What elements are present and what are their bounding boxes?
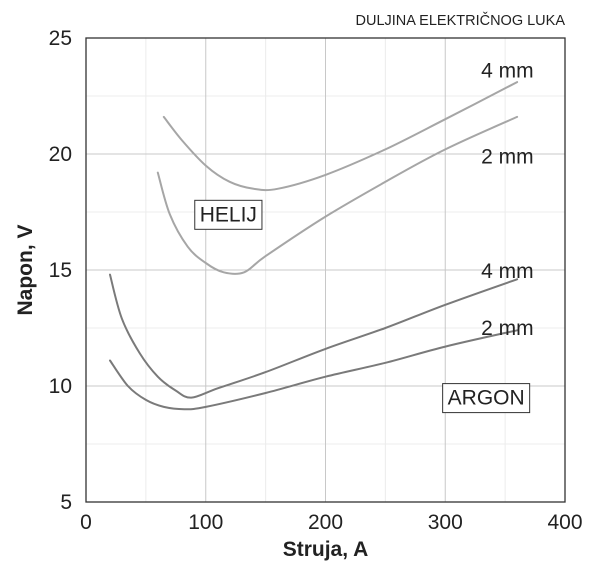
y-axis-label: Napon, V [14,224,37,315]
y-tick-label: 10 [49,375,72,398]
x-axis-label: Struja, A [283,538,369,561]
x-tick-label: 300 [428,511,463,534]
series-label: 2 mm [481,145,534,168]
series-line-argon-2mm [109,329,519,411]
arc-length-note: DULJINA ELEKTRIČNOG LUKA [356,12,566,29]
series-line-helij-2mm [156,115,519,275]
series-label: 4 mm [481,59,534,82]
group-label-box [194,199,263,230]
group-label-argon: ARGON [448,387,525,410]
plot-frame [85,37,566,503]
x-tick-label: 400 [547,511,582,534]
x-tick-label: 100 [188,511,223,534]
grid [86,38,565,502]
group-label-box [442,383,531,414]
series-layer [109,81,519,411]
group-label-helij: HELIJ [200,203,257,226]
x-tick-label: 200 [308,511,343,534]
y-tick-label: 25 [49,27,72,50]
series-line-helij-4mm [162,81,519,192]
y-tick-label: 20 [49,143,72,166]
y-tick-label: 5 [60,491,72,514]
label-layer: 4 mm 2 mm 4 mm 2 mm HELIJ ARGON [194,59,534,414]
tick-layer: 0 100 200 300 400 5 10 15 20 25 [49,27,583,534]
series-label: 4 mm [481,260,534,283]
y-tick-label: 15 [49,259,72,282]
x-tick-label: 0 [80,511,92,534]
series-line-argon-4mm [109,273,519,399]
series-label: 2 mm [481,317,534,340]
